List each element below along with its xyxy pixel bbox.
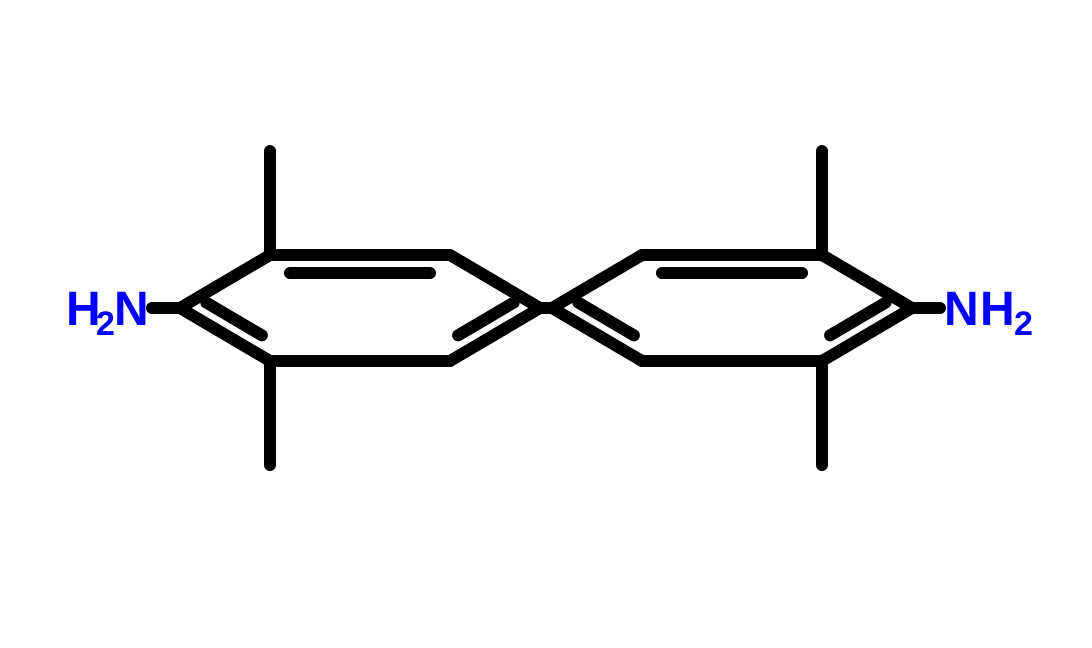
left-ring-bond [180,255,270,308]
nh2-right-N: N [944,283,979,336]
bonds-group [152,151,940,465]
right-ring-bond [822,255,912,308]
nh2-left-N: N [114,283,149,336]
nh2-right-H: H [980,283,1015,336]
nh2-left-2: 2 [96,305,115,343]
left-ring-bond [450,255,540,308]
right-ring-bond [552,255,642,308]
molecule-diagram: H2NNH2 [0,0,1092,648]
nh2-right-2: 2 [1014,305,1033,343]
